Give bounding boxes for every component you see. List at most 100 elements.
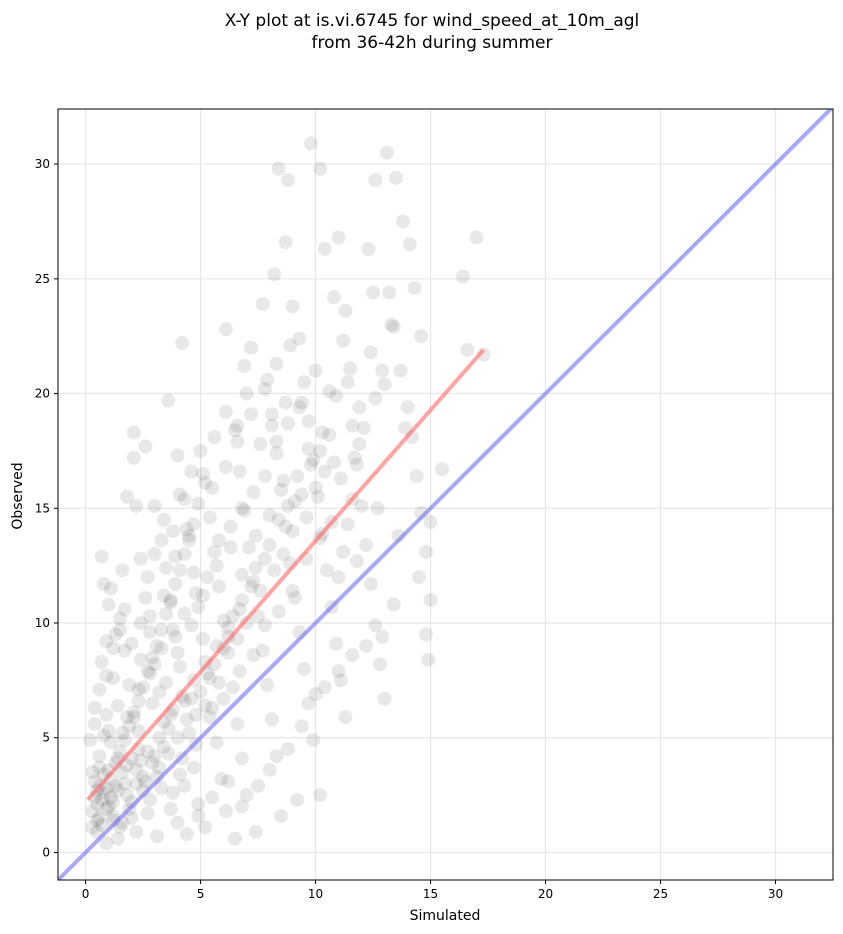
scatter-point [322,384,337,399]
scatter-point [198,698,213,713]
scatter-point [356,420,371,435]
scatter-point [168,576,183,591]
scatter-point [147,498,162,513]
scatter-point [85,820,100,835]
scatter-point [294,719,309,734]
scatter-point [257,381,272,396]
scatter-point [207,430,222,445]
scatter-point [372,657,387,672]
y-tick-label: 10 [35,616,50,630]
scatter-point [119,489,134,504]
scatter-point [179,827,194,842]
scatter-point [110,698,125,713]
scatter-point [225,609,240,624]
scatter-point [393,363,408,378]
scatter-point [218,322,233,337]
scatter-point [83,733,98,748]
scatter-point [248,528,263,543]
scatter-point [237,359,252,373]
scatter-point [163,595,178,610]
scatter-point [122,719,137,734]
scatter-point [331,230,346,245]
scatter-point [366,285,381,300]
scatter-point [368,173,383,188]
scatter-point [274,808,289,823]
scatter-point [207,544,222,559]
scatter-point [156,512,171,527]
scatter-point [326,290,341,305]
scatter-point [308,480,323,495]
scatter-point [191,496,206,511]
scatter-point [331,570,346,585]
scatter-point [285,299,300,314]
scatter-point [142,625,157,640]
scatter-point [126,705,141,720]
scatter-point [99,707,114,722]
scatter-point [228,423,243,438]
scatter-point [133,551,148,566]
scatter-point [165,622,180,637]
scatter-point [354,498,369,513]
scatter-point [177,547,192,562]
scatter-point [223,519,238,534]
scatter-point [234,501,249,516]
scatter-point [368,391,383,406]
scatter-point [230,418,245,433]
scatter-point [338,710,353,725]
scatter-point [290,469,305,484]
scatter-point [221,645,236,660]
scatter-point [184,464,199,479]
scatter-point [159,675,174,690]
scatter-point [159,606,174,621]
scatter-point [349,554,364,569]
scatter-point [262,508,277,523]
scatter-point [154,533,169,548]
scatter-point [195,466,210,481]
scatter-point [248,560,263,575]
scatter-point [129,762,144,777]
scatter-point [161,393,176,408]
scatter-point [345,418,360,433]
scatter-point [317,241,332,256]
scatter-point [267,563,282,578]
scatter-point [106,641,121,656]
scatter-point [255,643,270,658]
scatter-point [283,338,298,353]
scatter-point [216,613,231,628]
scatter-point [161,746,176,761]
scatter-point [170,645,185,660]
scatter-point [264,418,279,433]
scatter-point [182,528,197,543]
scatter-point [271,604,286,619]
scatter-point [377,377,392,392]
scatter-point [409,469,424,484]
scatter-point [359,638,374,653]
scatter-point [285,583,300,598]
scatter-point [133,616,148,630]
scatter-point [129,776,144,791]
scatter-point [202,710,217,725]
scatter-point [145,650,160,665]
scatter-point [179,712,194,727]
scatter-point [253,437,268,452]
scatter-point [280,498,295,513]
scatter-point [225,680,240,695]
scatter-point [96,728,111,743]
scatter-point [244,579,259,594]
scatter-point [218,804,233,819]
scatter-point [119,710,134,725]
scatter-point [294,487,309,502]
scatter-point [117,602,132,617]
scatter-point [124,636,139,651]
scatter-point [352,437,367,452]
scatter-point [290,792,305,807]
scatter-point [131,694,146,709]
scatter-point [129,824,144,839]
scatter-point [110,783,125,798]
scatter-point [188,586,203,601]
scatter-point [177,778,192,793]
scatter-point [115,563,130,578]
scatter-point [398,420,413,435]
scatter-point [301,696,316,711]
